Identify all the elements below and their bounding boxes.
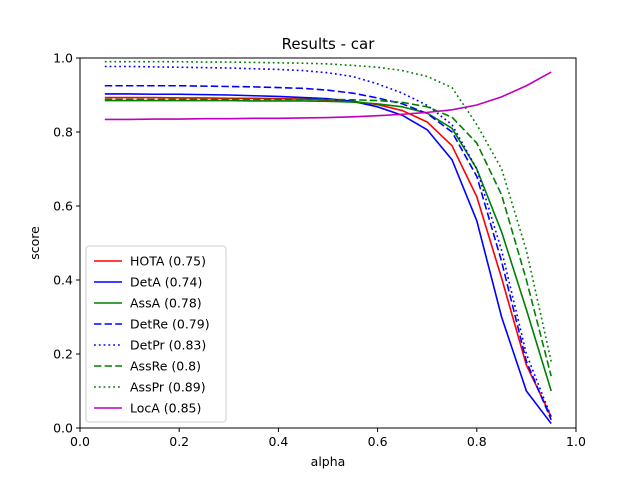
x-tick-label: 1.0 [566,434,586,449]
legend-label-7: LocA (0.85) [130,401,201,416]
x-tick-label: 0.4 [268,434,288,449]
legend-label-0: HOTA (0.75) [130,254,206,269]
legend: HOTA (0.75) DetA (0.74) AssA (0.78) DetRe (… [85,245,227,423]
x-axis: 0.0 0.2 0.4 0.6 0.8 1.0 [70,428,586,449]
legend-box [85,245,227,423]
legend-label-6: AssPr (0.89) [130,380,206,395]
y-axis-label: score [27,226,42,260]
plot-frame [79,57,577,429]
series-line-2 [104,99,552,392]
y-axis: 0.0 0.2 0.4 0.6 0.8 1.0 [53,51,80,436]
legend-label-2: AssA (0.78) [130,296,202,311]
legend-label-5: AssRe (0.8) [130,359,201,374]
legend-label-4: DetPr (0.83) [130,338,206,353]
y-tick-label: 0.0 [53,421,73,436]
series-line-6 [104,60,552,362]
series-line-3 [104,84,552,421]
series-line-7 [104,71,552,121]
y-tick-label: 0.6 [53,199,73,214]
y-tick-label: 0.8 [53,125,73,140]
series-lines [104,60,552,425]
legend-label-1: DetA (0.74) [130,275,202,290]
series-line-5 [104,98,552,377]
y-tick-label: 0.4 [53,273,73,288]
x-tick-label: 0.0 [70,434,90,449]
chart-title: Results - car [282,35,376,53]
y-tick-label: 0.2 [53,347,73,362]
x-tick-label: 0.6 [368,434,388,449]
y-tick-label: 1.0 [53,51,73,66]
x-axis-label: alpha [311,454,346,469]
x-tick-label: 0.2 [169,434,189,449]
legend-label-3: DetRe (0.79) [130,317,210,332]
x-tick-label: 0.8 [467,434,487,449]
